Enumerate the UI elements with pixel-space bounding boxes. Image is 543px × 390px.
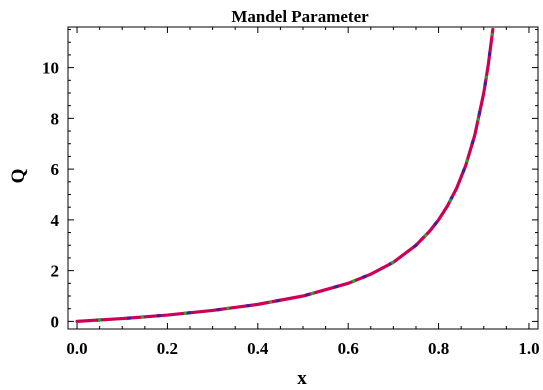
tick-labels: 0.0 0.2 0.4 0.6 0.8 1.0 0 2 4 6 8 10 xyxy=(42,59,540,358)
y-tick-label: 0 xyxy=(51,312,60,331)
x-tick-label: 0.2 xyxy=(157,339,178,358)
y-axis-label: Q xyxy=(8,169,29,184)
series-line xyxy=(75,27,495,323)
chart-title: Mandel Parameter xyxy=(231,7,369,26)
x-axis-label: x xyxy=(297,368,307,389)
axis-ticks xyxy=(68,27,538,329)
x-tick-label: 0.4 xyxy=(247,339,269,358)
y-tick-label: 8 xyxy=(51,109,60,128)
y-tick-label: 4 xyxy=(51,211,60,230)
y-tick-label: 10 xyxy=(42,59,59,78)
series-group xyxy=(75,27,495,323)
x-tick-label: 0.8 xyxy=(428,339,449,358)
series-line-overlay xyxy=(76,29,495,323)
series-line-overlay xyxy=(76,29,495,323)
x-tick-label: 1.0 xyxy=(518,339,539,358)
y-tick-label: 2 xyxy=(51,262,60,281)
x-tick-label: 0.0 xyxy=(66,339,87,358)
x-tick-label: 0.6 xyxy=(338,339,359,358)
plot-frame xyxy=(67,26,539,330)
y-tick-label: 6 xyxy=(51,160,60,179)
